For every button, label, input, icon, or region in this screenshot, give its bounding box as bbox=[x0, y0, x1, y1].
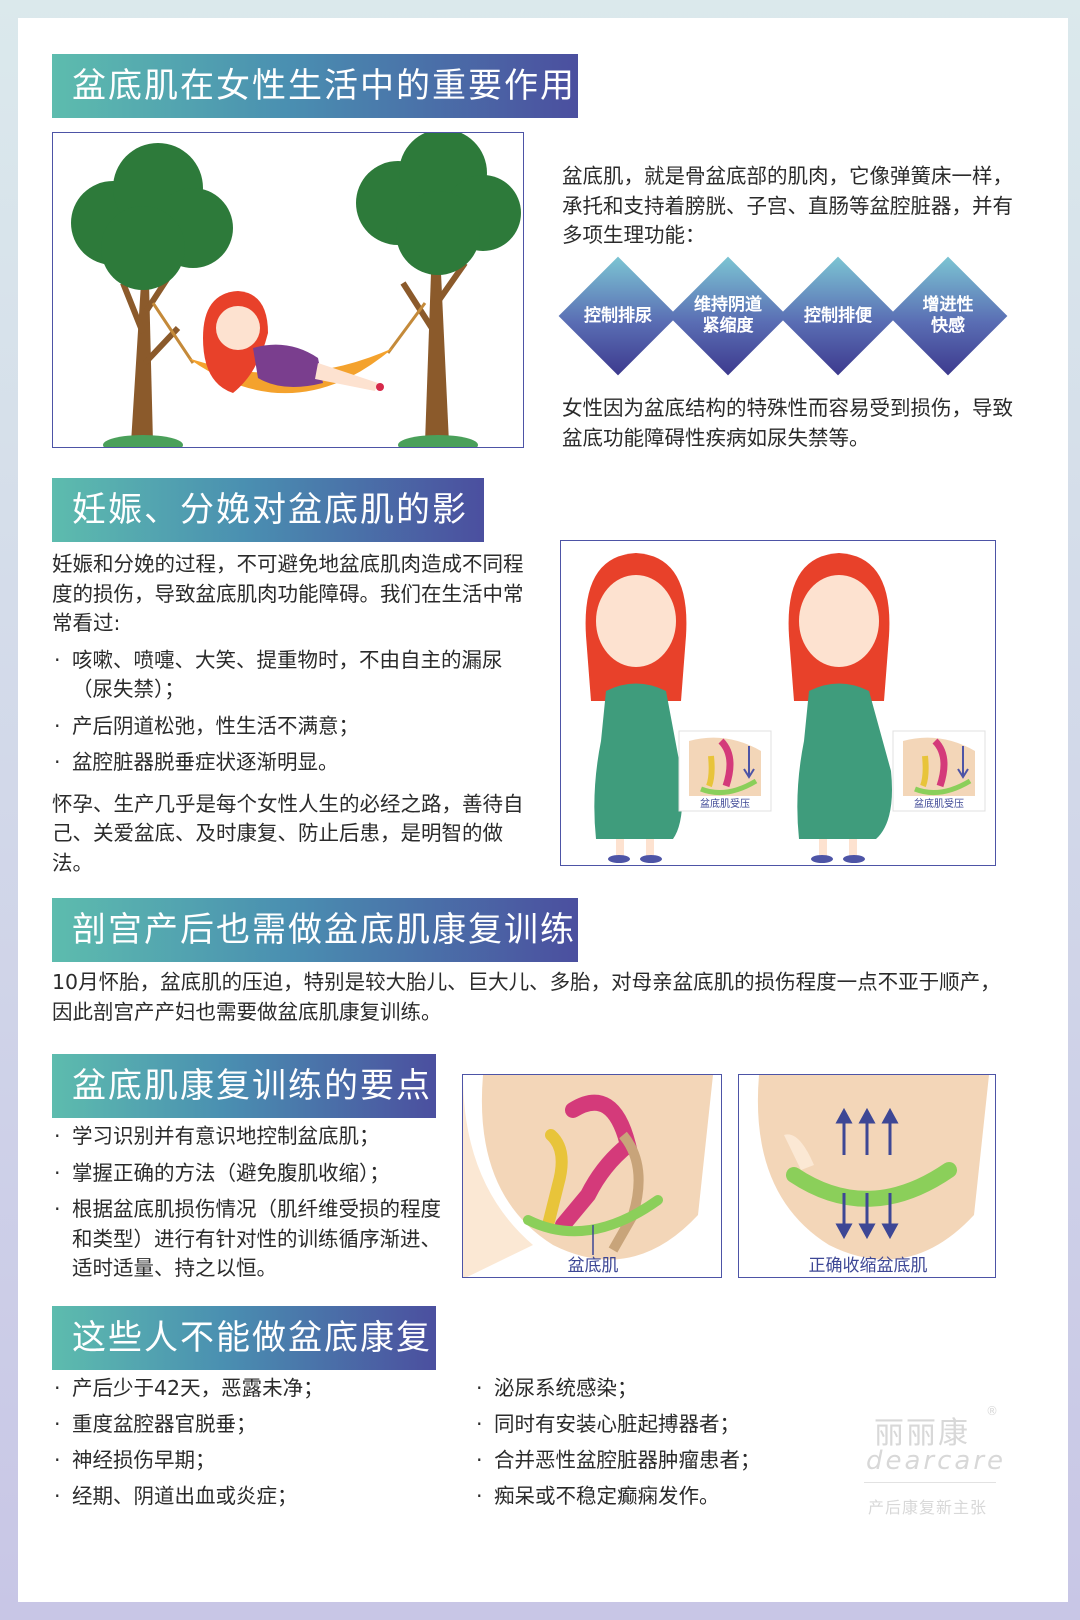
contra-right-1: 泌尿系统感染； bbox=[474, 1374, 874, 1403]
section-2-body: 妊娠和分娩的过程，不可避免地盆底肌肉造成不同程度的损伤，导致盆底肌肉功能障碍。我… bbox=[52, 550, 532, 885]
section-2-intro: 妊娠和分娩的过程，不可避免地盆底肌肉造成不同程度的损伤，导致盆底肌肉功能障碍。我… bbox=[52, 552, 524, 635]
arrows-up-icon bbox=[835, 1107, 899, 1155]
section-5-title: 这些人不能做盆底康复 bbox=[52, 1306, 436, 1370]
arrows-down-icon bbox=[835, 1193, 899, 1240]
hammock-illustration bbox=[52, 132, 524, 448]
function-badge-1: 控制排尿 bbox=[558, 256, 678, 376]
brand-logo-cn: 丽丽康 bbox=[874, 1416, 970, 1451]
woman-dress bbox=[253, 344, 323, 387]
dress-1 bbox=[594, 683, 683, 839]
pelvic-floor-diagram: 盆底肌 bbox=[462, 1074, 722, 1278]
contra-left-3: 神经损伤早期； bbox=[52, 1446, 472, 1475]
inset-caption-2: 盆底肌受压 bbox=[914, 797, 964, 810]
pelvic-anatomy: 盆底肌 bbox=[463, 1075, 713, 1277]
brand-registered: ® bbox=[986, 1404, 998, 1418]
brand-slogan: 产后康复新主张 bbox=[868, 1498, 988, 1517]
section-2-bullet-3: 盆腔脏器脱垂症状逐渐明显。 bbox=[52, 748, 532, 778]
contraction-diagram: 正确收缩盆底肌 bbox=[738, 1074, 996, 1278]
section-4-bullets: 学习识别并有意识地控制盆底肌； 掌握正确的方法（避免腹肌收缩）； 根据盆底肌损伤… bbox=[52, 1122, 452, 1291]
contra-right-2: 同时有安装心脏起搏器者； bbox=[474, 1410, 874, 1439]
section-1-intro: 盆底肌，就是骨盆底部的肌肉，它像弹簧床一样，承托和支持着膀胱、子宫、直肠等盆腔脏… bbox=[562, 164, 1013, 247]
section-4-title: 盆底肌康复训练的要点 bbox=[52, 1054, 436, 1118]
tree-canopy-left bbox=[101, 206, 185, 290]
brand-logo-en: dearcare bbox=[866, 1446, 1007, 1476]
contra-right-4: 痴呆或不稳定癫痫发作。 bbox=[474, 1482, 874, 1511]
caption-pelvic-floor: 盆底肌 bbox=[568, 1256, 619, 1276]
tree-trunk-left bbox=[131, 283, 153, 443]
function-badge-3: 控制排便 bbox=[778, 256, 898, 376]
inset-caption-1: 盆底肌受压 bbox=[700, 797, 750, 810]
section-1-outro: 女性因为盆底结构的特殊性而容易受到损伤，导致盆底功能障碍性疾病如尿失禁等。 bbox=[562, 396, 1013, 450]
tree-trunk-right bbox=[425, 273, 449, 443]
section-4-bullet-2: 掌握正确的方法（避免腹肌收缩）； bbox=[52, 1159, 452, 1189]
contra-right-3: 合并恶性盆腔脏器肿瘤患者； bbox=[474, 1446, 874, 1475]
tree-canopy-right bbox=[396, 191, 480, 275]
function-badge-4: 增进性快感 bbox=[888, 256, 1008, 376]
function-label-2: 维持阴道紧缩度 bbox=[694, 295, 762, 336]
pregnant-women-scene: 盆底肌受压 盆底肌受压 bbox=[585, 553, 986, 863]
section-3-title: 剖宫产后也需做盆底肌康复训练 bbox=[52, 898, 578, 962]
function-label-4: 增进性快感 bbox=[922, 295, 974, 336]
section-4-bullet-1: 学习识别并有意识地控制盆底肌； bbox=[52, 1122, 452, 1152]
function-label-1: 控制排尿 bbox=[584, 305, 652, 326]
section-2-bullet-2: 产后阴道松弛，性生活不满意； bbox=[52, 712, 532, 742]
section-2-outro: 怀孕、生产几乎是每个女性人生的必经之路，善待自己、关爱盆底、及时康复、防止后患，… bbox=[52, 791, 524, 875]
contra-left-4: 经期、阴道出血或炎症； bbox=[52, 1482, 472, 1511]
function-badge-2: 维持阴道紧缩度 bbox=[668, 256, 788, 376]
section-5-right-list: 泌尿系统感染； 同时有安装心脏起搏器者； 合并恶性盆腔脏器肿瘤患者； 痴呆或不稳… bbox=[474, 1374, 874, 1518]
section-4-bullet-3: 根据盆底肌损伤情况（肌纤维受损的程度和类型）进行有针对性的训练循序渐进、适时适量… bbox=[52, 1195, 452, 1284]
section-1-title: 盆底肌在女性生活中的重要作用 bbox=[52, 54, 578, 118]
hammock-scene bbox=[71, 133, 521, 447]
section-3-body: 10月怀胎，盆底肌的压迫，特别是较大胎儿、巨大儿、多胎，对母亲盆底肌的损伤程度一… bbox=[52, 970, 1001, 1024]
dress-2 bbox=[797, 683, 892, 839]
pelvic-floor-muscle bbox=[786, 1162, 957, 1207]
section-2-title: 妊娠、分娩对盆底肌的影响 bbox=[52, 478, 484, 594]
infographic-page: 盆底肌在女性生活中的重要作用 bbox=[18, 18, 1068, 1602]
function-label-3: 控制排便 bbox=[804, 305, 872, 326]
contra-left-1: 产后少于42天，恶露未净； bbox=[52, 1374, 472, 1403]
contra-left-2: 重度盆腔器官脱垂； bbox=[52, 1410, 472, 1439]
section-2-bullet-1: 咳嗽、喷嚏、大笑、提重物时，不由自主的漏尿（尿失禁）； bbox=[52, 646, 532, 705]
contraction-anatomy: 正确收缩盆底肌 bbox=[757, 1075, 989, 1276]
section-5-left-list: 产后少于42天，恶露未净； 重度盆腔器官脱垂； 神经损伤早期； 经期、阴道出血或… bbox=[52, 1374, 472, 1518]
pregnancy-illustration: 盆底肌受压 盆底肌受压 bbox=[560, 540, 996, 866]
caption-correct-contraction: 正确收缩盆底肌 bbox=[809, 1256, 928, 1276]
brand-divider bbox=[864, 1482, 996, 1483]
